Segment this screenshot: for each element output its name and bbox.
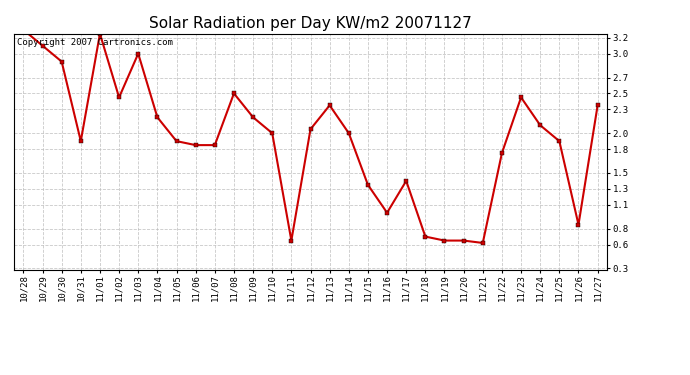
Title: Solar Radiation per Day KW/m2 20071127: Solar Radiation per Day KW/m2 20071127 xyxy=(149,16,472,31)
Text: Copyright 2007 Cartronics.com: Copyright 2007 Cartronics.com xyxy=(17,39,172,48)
